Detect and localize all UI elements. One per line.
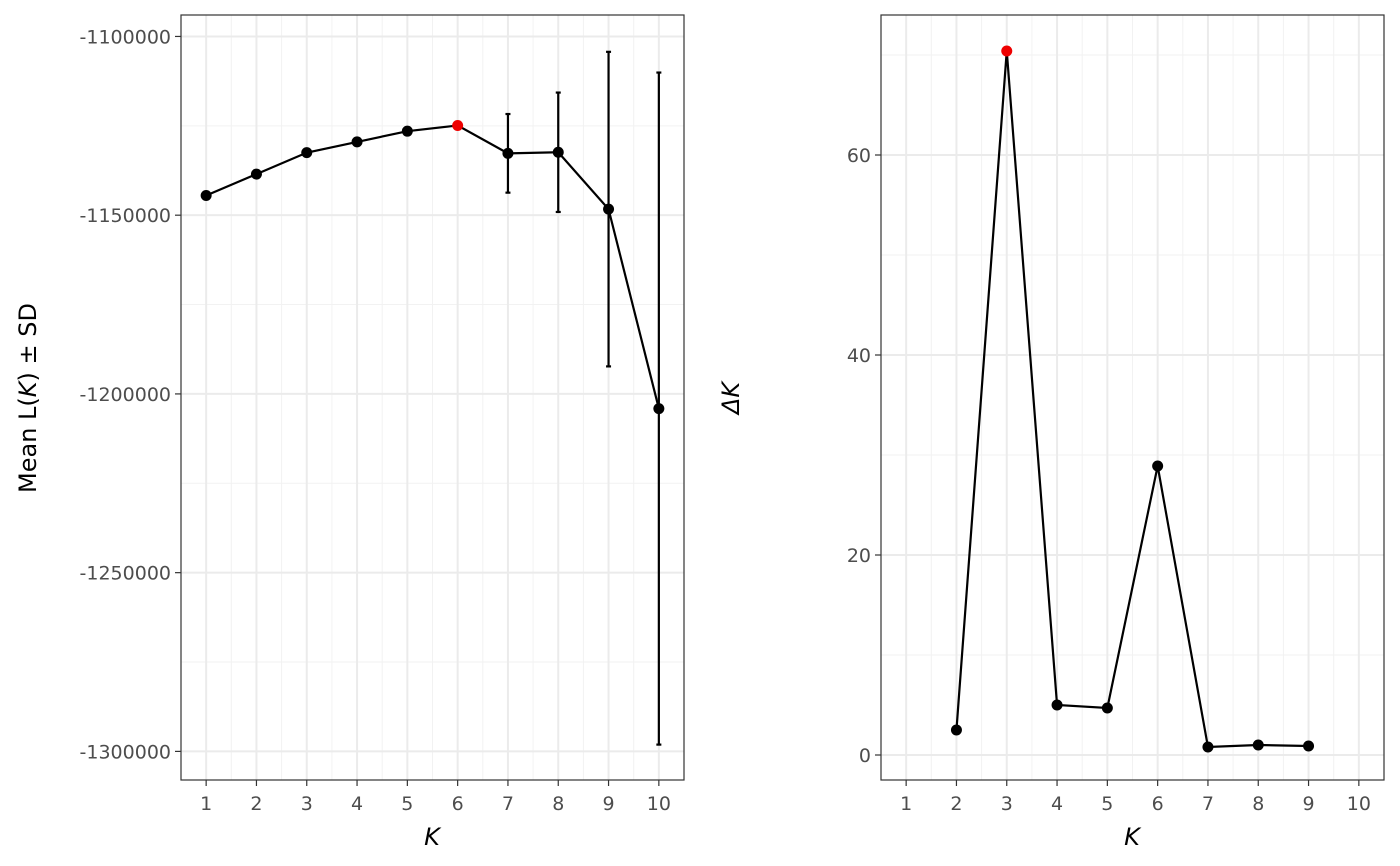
right-x-tick-label: 4 (1051, 793, 1063, 815)
right-y-tick-label: 20 (847, 545, 871, 567)
left-x-tick-label: 1 (200, 793, 212, 815)
left-x-tick-label: 3 (301, 793, 313, 815)
left-x-tick-label: 8 (552, 793, 564, 815)
left-data-point (552, 146, 564, 158)
right-x-tick-label: 1 (900, 793, 912, 815)
left-x-axis-title: K (424, 823, 442, 851)
left-panel-border (180, 14, 685, 781)
left-y-axis-title-suffix: ) ± SD (14, 303, 42, 381)
right-x-axis-title: K (1124, 823, 1142, 851)
right-x-tick-label: 3 (1001, 793, 1013, 815)
right-y-tick-label: 0 (859, 745, 871, 767)
left-y-axis-title: Mean L(K) ± SD (14, 303, 42, 493)
right-x-tick-label: 5 (1101, 793, 1113, 815)
left-series (200, 50, 665, 746)
right-series (950, 45, 1315, 753)
right-y-tick-label: 40 (847, 345, 871, 367)
left-data-point (301, 147, 313, 159)
right-panel-border (880, 14, 1385, 781)
right-data-point (1051, 699, 1063, 711)
right-axes: 0 20 40 60 1 2 3 4 5 6 7 8 9 10 (847, 145, 1371, 815)
left-y-tick-label: -1150000 (80, 205, 171, 227)
left-axes: -1100000 -1150000 -1200000 -1250000 -1300000… (80, 26, 671, 815)
left-x-tick-label: 10 (647, 793, 671, 815)
right-data-point (1303, 740, 1315, 752)
left-y-tick-label: -1200000 (80, 384, 171, 406)
left-x-tick-label: 4 (351, 793, 363, 815)
right-x-tick-label: 2 (950, 793, 962, 815)
right-data-point (1101, 702, 1113, 714)
left-data-point (351, 136, 363, 148)
right-y-tick-label: 60 (847, 145, 871, 167)
right-data-point (1202, 741, 1214, 753)
left-y-tick-label: -1250000 (80, 563, 171, 585)
left-highlight-point (452, 119, 464, 131)
right-data-point (1252, 739, 1264, 751)
right-highlight-point (1001, 45, 1013, 57)
right-x-tick-label: 6 (1152, 793, 1164, 815)
left-data-point (502, 147, 514, 159)
left-data-point (200, 190, 212, 202)
left-series-line (205, 124, 660, 409)
right-x-tick-label: 9 (1303, 793, 1315, 815)
left-y-axis-title-k: K (14, 379, 42, 397)
left-data-point (653, 403, 665, 415)
left-x-tick-label: 2 (250, 793, 262, 815)
right-series-line (955, 50, 1309, 749)
right-data-point (950, 724, 962, 736)
left-x-tick-label: 5 (401, 793, 413, 815)
right-x-tick-label: 10 (1347, 793, 1371, 815)
right-panel: 0 20 40 60 1 2 3 4 5 6 7 8 9 10 K ΔK (717, 14, 1385, 851)
right-x-tick-label: 7 (1202, 793, 1214, 815)
right-x-tick-label: 8 (1252, 793, 1264, 815)
left-x-tick-label: 6 (452, 793, 464, 815)
left-y-axis-title-prefix: Mean L( (14, 397, 42, 493)
left-y-tick-label: -1300000 (80, 741, 171, 763)
left-data-point (250, 168, 262, 180)
left-x-tick-label: 7 (502, 793, 514, 815)
left-x-tick-label: 9 (603, 793, 615, 815)
left-y-tick-label: -1100000 (80, 26, 171, 48)
left-data-point (603, 203, 615, 215)
right-y-axis-title: ΔK (717, 380, 745, 416)
right-gridlines (881, 15, 1384, 780)
right-data-point (1152, 460, 1164, 472)
left-panel: -1100000 -1150000 -1200000 -1250000 -1300000… (14, 14, 685, 851)
left-data-point (401, 125, 413, 137)
